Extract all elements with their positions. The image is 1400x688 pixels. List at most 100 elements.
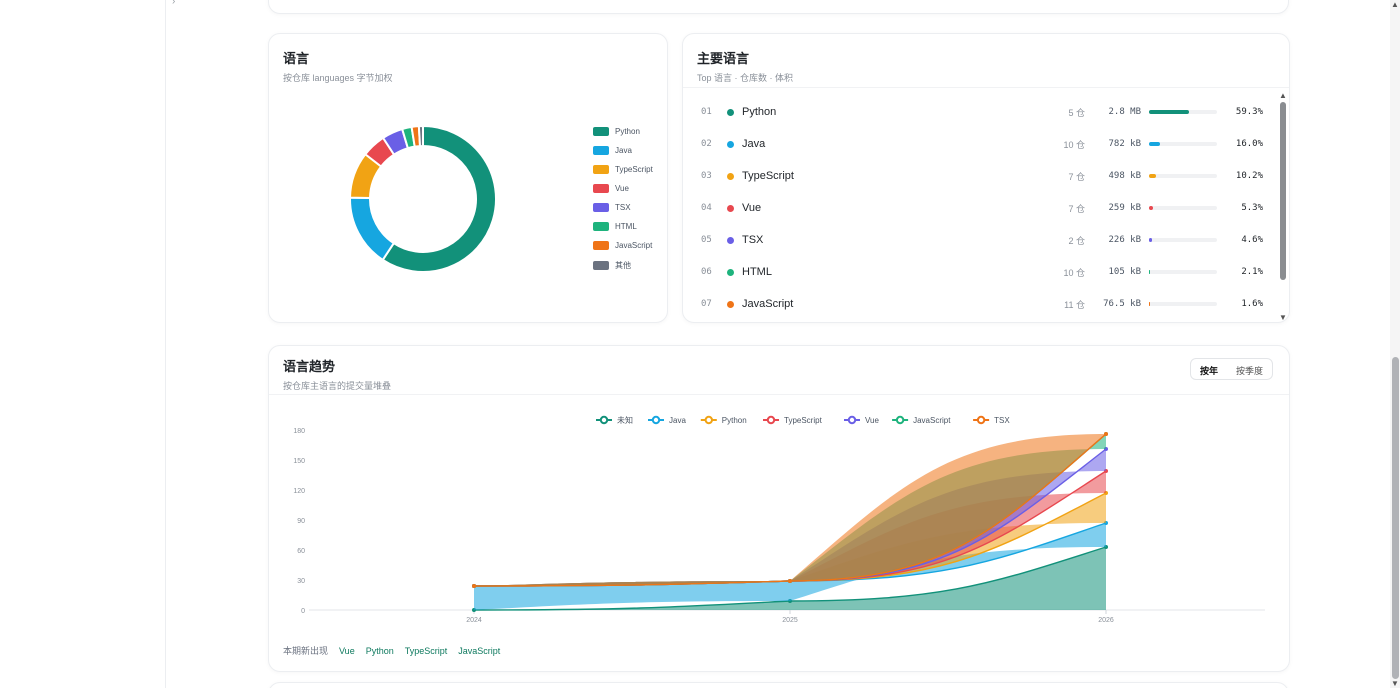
trend-legend-item[interactable]: TypeScript (763, 415, 823, 425)
legend-item[interactable]: Java (593, 146, 632, 155)
area-6[interactable] (474, 434, 1106, 586)
legend-label: JavaScript (615, 241, 653, 250)
area-1[interactable] (474, 523, 1106, 610)
x-tick-label: 2026 (1098, 617, 1114, 624)
repo-count: 7 仓 (1068, 171, 1085, 182)
new-tag[interactable]: TypeScript (404, 645, 448, 656)
donut-slice-python[interactable] (381, 124, 497, 273)
scroll-down-arrow-icon[interactable]: ▼ (1279, 313, 1287, 322)
trend-legend-item[interactable]: Vue (844, 415, 879, 425)
new-languages-label: 本期新出现 (283, 646, 329, 656)
share-bar (1149, 238, 1217, 242)
new-tag[interactable]: JavaScript (458, 645, 501, 656)
period-toggle[interactable]: 按年 按季度 (1189, 358, 1273, 380)
language-name: Vue (742, 202, 762, 214)
area-3[interactable] (474, 471, 1106, 586)
languages-title: 语言 (283, 51, 310, 66)
top-languages-card: 主要语言 Top 语言 · 仓库数 · 体积 01 Python 5 仓 2.8 MB… (682, 33, 1290, 323)
trend-legend-label: Java (669, 416, 686, 425)
donut-slice-java[interactable] (349, 196, 396, 262)
language-color-dot (727, 108, 734, 116)
language-trend-chart[interactable]: 未知 Java Python TypeScript Vue JavaScript TSX 0 3… (269, 401, 1289, 641)
legend-label: TSX (615, 203, 631, 212)
share-bar-fill (1149, 238, 1153, 242)
share-bar-fill (1149, 206, 1153, 210)
legend-item[interactable]: TypeScript (593, 165, 653, 174)
language-name: TSX (742, 234, 764, 246)
legend-label: HTML (615, 222, 637, 231)
language-row[interactable]: 01 Python 5 仓 2.8 MB 59.3% (683, 96, 1283, 128)
new-tag[interactable]: Python (365, 645, 394, 656)
repo-count: 7 仓 (1068, 203, 1085, 214)
top-languages-subtitle: Top 语言 · 仓库数 · 体积 (697, 73, 794, 83)
legend-item[interactable]: 其他 (593, 260, 631, 271)
language-percent: 4.6% (1241, 235, 1263, 245)
page-scroll-down-icon[interactable]: ▼ (1391, 679, 1399, 688)
legend-item[interactable]: JavaScript (593, 241, 652, 250)
page-scrollbar-thumb[interactable] (1392, 357, 1399, 679)
share-bar-fill (1149, 142, 1160, 146)
trend-legend-item[interactable]: 未知 (596, 415, 633, 425)
languages-donut-chart[interactable] (343, 119, 503, 279)
legend-swatch (593, 261, 609, 270)
language-row[interactable]: 06 HTML 10 仓 105 kB 2.1% (683, 256, 1283, 288)
language-name: Python (742, 106, 777, 118)
page-scroll-up-icon[interactable]: ▲ (1391, 0, 1399, 9)
next-section-card (268, 682, 1289, 688)
sidebar-collapse-icon[interactable]: › (172, 0, 176, 7)
page-scrollbar[interactable]: ▲ ▼ (1390, 0, 1400, 688)
language-color-dot (727, 268, 734, 276)
share-bar-fill (1149, 270, 1151, 274)
scrollbar-thumb[interactable] (1280, 102, 1286, 280)
trend-legend-label: JavaScript (913, 416, 951, 425)
new-tag[interactable]: Vue (339, 645, 355, 656)
toggle-by-year[interactable]: 按年 (1199, 366, 1218, 376)
language-row[interactable]: 03 TypeScript 7 仓 498 kB 10.2% (683, 160, 1283, 192)
language-row[interactable]: 04 Vue 7 仓 259 kB 5.3% (683, 192, 1283, 224)
legend-label: TypeScript (615, 165, 653, 174)
legend-label: Python (615, 127, 640, 136)
y-tick-label: 90 (297, 518, 305, 525)
language-row[interactable]: 07 JavaScript 11 仓 76.5 kB 1.6% (683, 288, 1283, 320)
x-tick-label: 2024 (466, 617, 482, 624)
y-tick-label: 120 (293, 488, 305, 495)
share-bar (1149, 142, 1217, 146)
legend-item[interactable]: TSX (593, 203, 631, 212)
language-name: Java (742, 138, 766, 150)
toggle-by-quarter[interactable]: 按季度 (1235, 366, 1263, 376)
trend-legend-item[interactable]: Java (648, 415, 686, 425)
language-row[interactable]: 05 TSX 2 仓 226 kB 4.6% (683, 224, 1283, 256)
trend-legend-item[interactable]: JavaScript (892, 415, 951, 425)
language-name: JavaScript (742, 298, 794, 310)
donut-slice-其他[interactable] (417, 124, 424, 148)
trend-legend-item[interactable]: Python (700, 415, 747, 425)
language-color-dot (727, 236, 734, 244)
legend-swatch (593, 146, 609, 155)
data-point[interactable] (472, 584, 476, 588)
row-index: 05 (701, 235, 712, 245)
share-bar-fill (1149, 110, 1190, 114)
language-percent: 16.0% (1235, 139, 1263, 149)
scroll-up-arrow-icon[interactable]: ▲ (1279, 91, 1287, 100)
area-0[interactable] (474, 547, 1106, 610)
share-bar (1149, 302, 1217, 306)
data-point[interactable] (1104, 432, 1108, 436)
language-name: HTML (742, 266, 772, 278)
data-point[interactable] (788, 579, 792, 583)
language-size: 259 kB (1108, 203, 1141, 213)
sidebar-divider (165, 0, 166, 688)
repo-count: 11 仓 (1064, 299, 1085, 310)
legend-item[interactable]: Vue (593, 184, 629, 193)
trend-legend-item[interactable]: TSX (973, 415, 1010, 425)
area-2[interactable] (474, 493, 1106, 586)
top-languages-scrollbar[interactable]: ▲ ▼ (1279, 92, 1287, 322)
legend-item[interactable]: HTML (593, 222, 637, 231)
legend-item[interactable]: Python (593, 127, 640, 136)
language-row[interactable]: 02 Java 10 仓 782 kB 16.0% (683, 128, 1283, 160)
y-tick-label: 180 (293, 428, 305, 435)
legend-swatch (593, 241, 609, 250)
legend-swatch (593, 203, 609, 212)
language-size: 226 kB (1108, 235, 1141, 245)
y-tick-label: 60 (297, 548, 305, 555)
language-name: TypeScript (742, 170, 794, 182)
